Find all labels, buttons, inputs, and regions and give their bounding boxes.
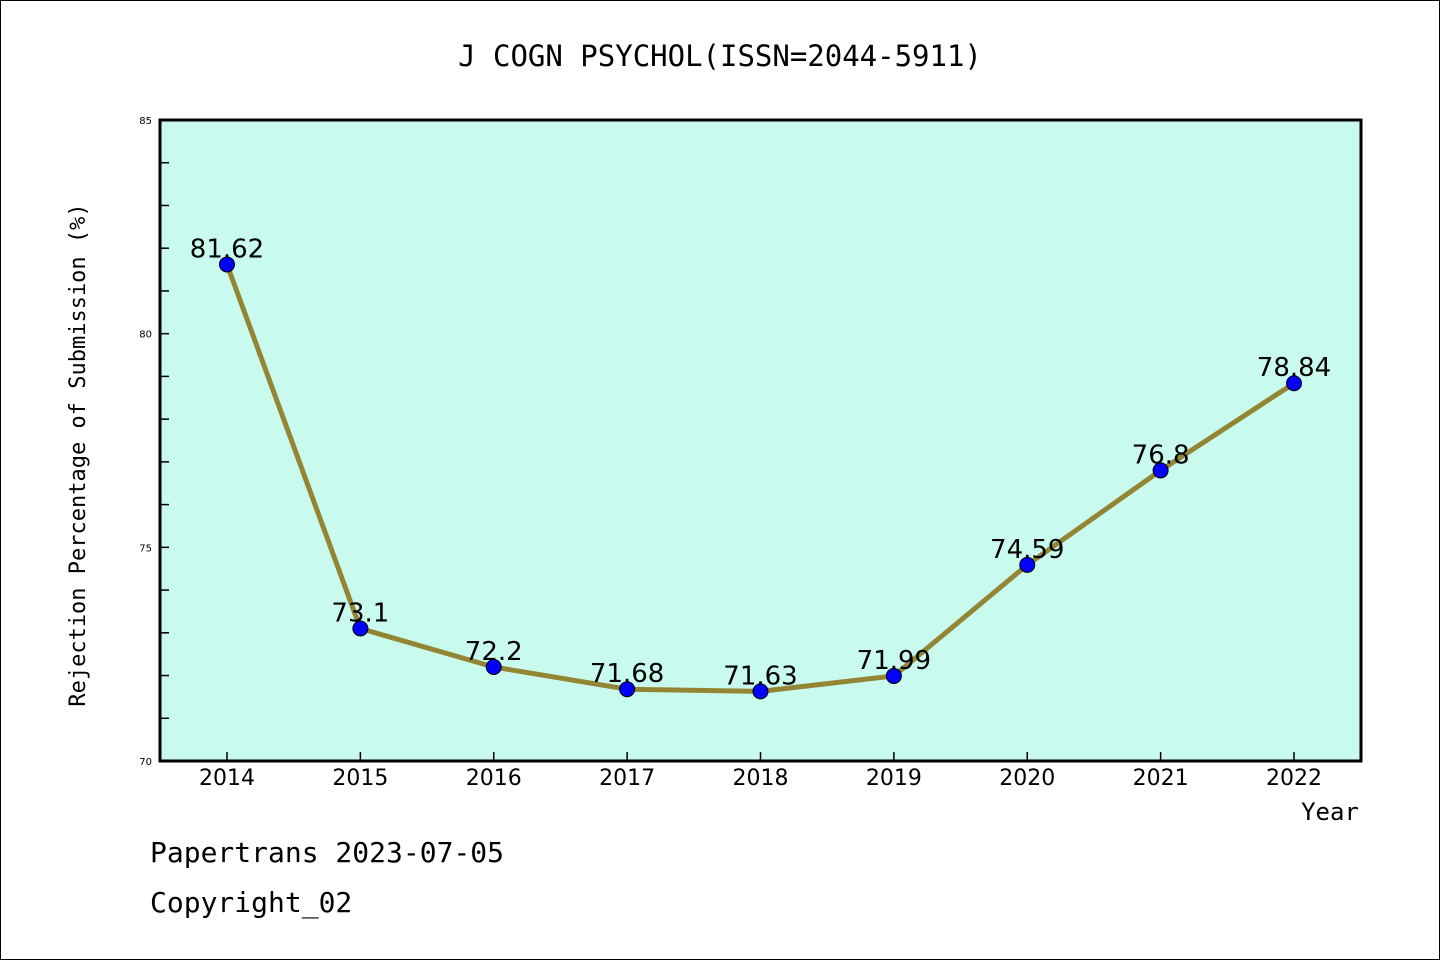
- data-point: [885, 667, 902, 684]
- y-tick-label: 70: [139, 757, 152, 768]
- y-tick-label: 85: [139, 116, 152, 127]
- x-tick-label: 2018: [733, 766, 789, 791]
- x-tick-label: 2014: [199, 766, 255, 791]
- data-point: [1286, 375, 1302, 392]
- x-tick-label: 2016: [466, 766, 522, 791]
- y-tick-label: 80: [139, 330, 152, 341]
- data-label: 71.68: [590, 659, 664, 689]
- data-point: [619, 681, 636, 698]
- x-tick-label: 2017: [599, 766, 655, 791]
- data-label: 74.59: [990, 535, 1064, 565]
- x-axis-label: Year: [1301, 798, 1359, 826]
- data-point: [1152, 462, 1169, 479]
- data-label: 71.63: [723, 661, 797, 691]
- data-label: 71.99: [857, 646, 931, 676]
- footer-date: Papertrans 2023-07-05: [150, 836, 505, 869]
- x-tick-label: 2021: [1133, 766, 1189, 791]
- data-point: [219, 256, 235, 273]
- data-label: 78.84: [1257, 353, 1331, 383]
- x-tick-label: 2015: [332, 766, 388, 791]
- chart-title: J COGN PSYCHOL(ISSN=2044-5911): [458, 39, 982, 73]
- x-tick-label: 2019: [866, 766, 922, 791]
- data-label: 72.2: [465, 637, 523, 667]
- data-point: [352, 620, 369, 637]
- data-label: 73.1: [331, 599, 389, 629]
- x-tick-label: 2020: [999, 766, 1055, 791]
- data-label: 76.8: [1132, 440, 1190, 470]
- data-label: 81.62: [190, 234, 264, 264]
- data-point: [485, 658, 502, 675]
- data-point: [752, 683, 769, 700]
- data-point: [1019, 556, 1036, 573]
- y-axis-label: Rejection Percentage of Submission (%): [66, 203, 91, 706]
- y-tick-label: 75: [139, 543, 152, 554]
- x-tick-label: 2022: [1266, 766, 1322, 791]
- plot-border: [158, 118, 1363, 763]
- footer-copyright: Copyright_02: [150, 886, 353, 919]
- plot-area: [160, 120, 1361, 761]
